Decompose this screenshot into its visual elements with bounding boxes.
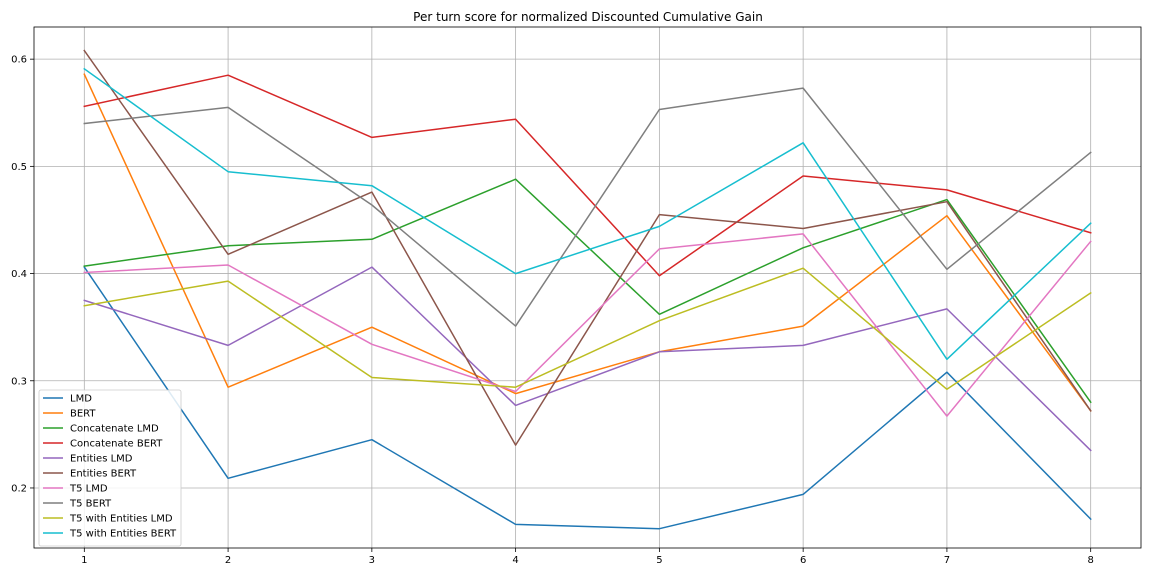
grid: [34, 27, 1141, 548]
x-tick-label: 8: [1087, 555, 1093, 566]
legend-label: Entities LMD: [70, 454, 133, 465]
y-tick-label: 0.6: [11, 55, 27, 66]
legend-label: Entities BERT: [70, 469, 137, 480]
series-line-t5-bert: [83, 87, 1092, 327]
series-line-lmd: [83, 266, 1092, 530]
series-line-entities-bert: [83, 49, 1092, 446]
axes: 1 2 3 4 5 6 7 8 0.2 0.3 0.4 0.5 0.6: [11, 26, 1142, 566]
series-line-t5-with-entities-lmd: [83, 267, 1092, 391]
series-line-entities-lmd: [83, 266, 1092, 452]
series-line-concatenate-lmd: [83, 178, 1092, 404]
legend-box: [38, 389, 182, 547]
x-tick-label: 7: [944, 555, 950, 566]
y-tick-label: 0.5: [11, 162, 27, 173]
legend-label: T5 LMD: [69, 484, 108, 495]
x-tick-label: 2: [225, 555, 231, 566]
series-line-t5-with-entities-bert: [83, 67, 1092, 361]
series-line-t5-lmd: [83, 233, 1092, 417]
legend-label: Concatenate BERT: [70, 439, 163, 450]
series-line-concatenate-bert: [83, 74, 1092, 277]
chart-title: Per turn score for normalized Discounted…: [413, 10, 763, 24]
x-tick-label: 6: [800, 555, 806, 566]
y-tick-label: 0.4: [11, 269, 27, 280]
x-tick-label: 3: [369, 555, 375, 566]
x-tick-label: 1: [81, 555, 87, 566]
x-tick-label: 4: [512, 555, 518, 566]
plot-frame: [33, 26, 1142, 549]
y-tick-label: 0.2: [11, 483, 27, 494]
legend-label: T5 BERT: [69, 499, 112, 510]
series-line-bert: [83, 73, 1092, 412]
legend-label: Concatenate LMD: [70, 424, 159, 435]
x-tick-label: 5: [656, 555, 662, 566]
legend-label: T5 with Entities LMD: [69, 514, 173, 525]
legend: LMD BERT Concatenate LMD Concatenate BERT En…: [38, 389, 182, 547]
legend-label: T5 with Entities BERT: [69, 529, 177, 540]
series-lines: [83, 49, 1092, 530]
y-tick-label: 0.3: [11, 376, 27, 387]
legend-label: LMD: [70, 394, 92, 405]
legend-label: BERT: [70, 409, 96, 420]
